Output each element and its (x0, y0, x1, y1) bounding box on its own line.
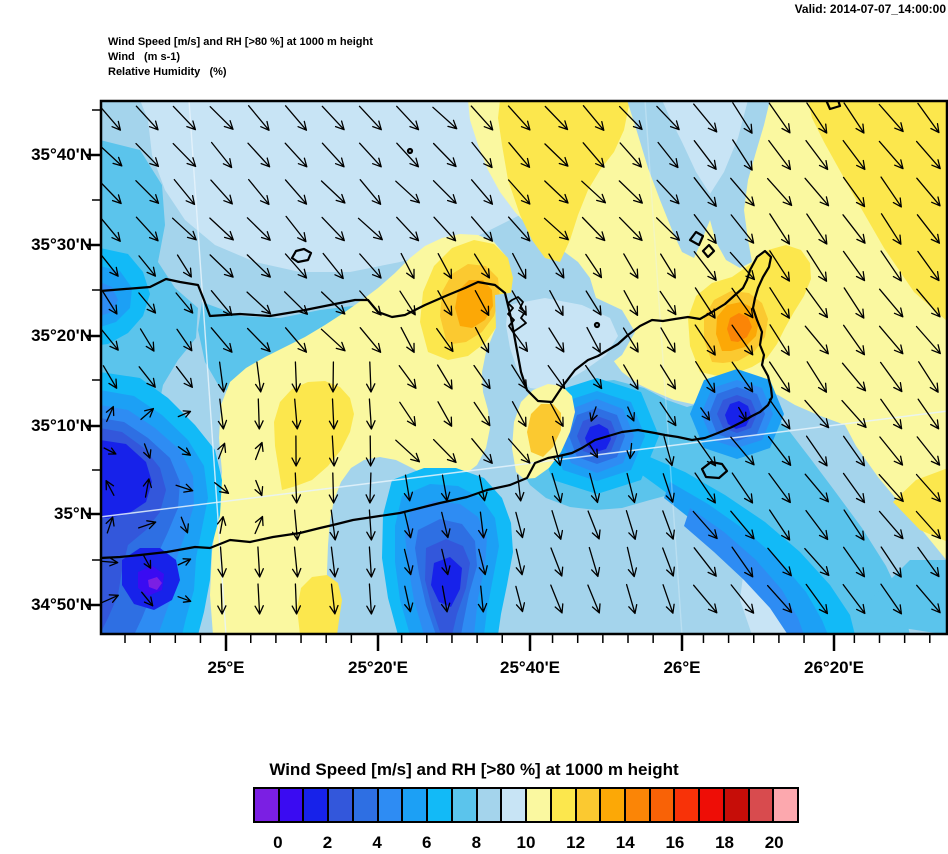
axis-ticks (86, 109, 931, 651)
colorbar-cell (403, 789, 429, 821)
colorbar-tick-label: 10 (516, 833, 536, 852)
plot-subtitle-rh: Relative Humidity (%) (108, 66, 227, 78)
colorbar-tick-label: 20 (764, 833, 784, 852)
islet-dionysades-1 (688, 230, 705, 247)
coastline (100, 100, 842, 560)
colorbar-tick-label: 4 (372, 833, 382, 852)
colorbar-cell (700, 789, 725, 821)
wind-arrows (100, 102, 942, 615)
colorbar-cell (601, 789, 627, 821)
colorbar-cell (329, 789, 354, 821)
x-axis-label: 26°20'E (804, 658, 864, 677)
colorbar-cell (551, 789, 577, 821)
colorbar-cell (452, 789, 478, 821)
map-canvas (86, 99, 948, 651)
colorbar-cell (675, 789, 701, 821)
graticule (99, 99, 948, 636)
colorbar-cell (353, 789, 379, 821)
colorbar-cell (378, 789, 404, 821)
colorbar-tick-label: 14 (615, 833, 635, 852)
colorbar-title: Wind Speed [m/s] and RH [>80 %] at 1000 … (269, 760, 679, 779)
colorbar-tick-label: 8 (471, 833, 482, 852)
plot-subtitle-wind: Wind (m s-1) (108, 51, 181, 63)
y-axis-label: 35°40'N (31, 145, 92, 164)
colorbar-tick-label: 16 (665, 833, 685, 852)
islet-dia (290, 247, 313, 264)
colorbar (253, 787, 799, 823)
colorbar-cell (502, 789, 528, 821)
colorbar-cell (576, 789, 602, 821)
y-axis-label: 34°50'N (31, 595, 92, 614)
colorbar-tick-label: 6 (421, 833, 432, 852)
y-axis-label: 35°30'N (31, 235, 92, 254)
colorbar-tick-label: 18 (715, 833, 734, 852)
colorbar-cell (477, 789, 503, 821)
colorbar-cell (724, 789, 750, 821)
y-axis-label: 35°20'N (31, 326, 92, 345)
islet-chrysi (700, 460, 729, 480)
map-frame (99, 99, 948, 636)
colorbar-cell (428, 789, 453, 821)
colorbar-tick-label: 12 (566, 833, 586, 852)
x-axis-label: 25°40'E (500, 658, 560, 677)
plot-title: Wind Speed [m/s] and RH [>80 %] at 1000 … (108, 36, 373, 48)
colorbar-cell (749, 789, 775, 821)
x-axis-label: 26°E (663, 658, 701, 677)
colorbar-cell (650, 789, 676, 821)
islet-dot-1 (406, 147, 414, 155)
rh-contour (507, 296, 527, 333)
colorbar-cell (279, 789, 305, 821)
islet-dot-2 (593, 321, 601, 329)
colorbar-cell (774, 789, 798, 821)
islet-top-edge (824, 100, 842, 111)
wind-speed-fill-field (100, 100, 948, 635)
x-axis-label: 25°E (207, 658, 245, 677)
colorbar-tick-label: 2 (322, 833, 333, 852)
colorbar-cell (626, 789, 651, 821)
colorbar-cell (304, 789, 330, 821)
islet-dionysades-2 (701, 243, 716, 259)
colorbar-cell (255, 789, 280, 821)
colorbar-tick-label: 0 (273, 833, 283, 852)
x-axis-label: 25°20'E (348, 658, 408, 677)
y-axis-label: 35°10'N (31, 416, 92, 435)
y-axis-label: 35°N (54, 504, 92, 523)
valid-time-label: Valid: 2014-07-07_14:00:00 (794, 2, 946, 16)
colorbar-cell (527, 789, 552, 821)
